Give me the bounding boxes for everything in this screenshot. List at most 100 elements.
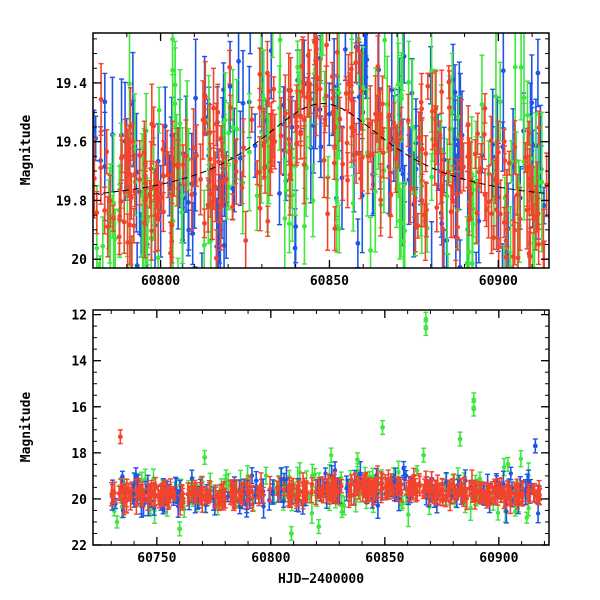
bottom-point-red <box>439 478 445 503</box>
top-point-red <box>437 137 443 205</box>
bottom-point-red <box>256 486 262 504</box>
bottom-point-blue <box>119 470 125 483</box>
top-point-red <box>227 49 233 85</box>
top-point-red <box>433 70 439 147</box>
bottom-point-green <box>309 502 315 524</box>
top-point-red <box>425 72 431 100</box>
bottom-point-red <box>193 492 199 504</box>
top-point-red <box>388 172 394 217</box>
bottom-point-red <box>189 482 195 501</box>
top-point-red <box>365 118 371 195</box>
top-point-red <box>474 182 480 244</box>
bottom-y-tick-label: 12 <box>71 309 87 324</box>
bottom-point-red <box>281 482 287 497</box>
bottom-outlier-green <box>316 518 322 535</box>
top-point-red <box>331 146 337 181</box>
top-point-red <box>298 108 304 160</box>
bottom-point-red <box>171 489 177 501</box>
top-point-red <box>286 112 292 166</box>
top-point-red <box>287 152 293 197</box>
bottom-point-red <box>505 480 511 499</box>
top-point-green <box>343 0 348 32</box>
top-point-green <box>455 95 461 139</box>
bottom-outlier-green <box>202 449 208 466</box>
top-point-red <box>271 76 277 103</box>
top-point-red <box>213 229 219 268</box>
bottom-point-red <box>403 482 409 496</box>
bottom-point-red <box>222 488 228 509</box>
top-point-red <box>461 142 467 192</box>
top-point-green <box>336 204 342 254</box>
bottom-x-tick-label: 60750 <box>137 551 176 566</box>
top-point-blue <box>473 251 479 268</box>
top-point-red <box>526 148 532 210</box>
top-point-red <box>388 127 394 173</box>
top-point-red <box>486 165 492 239</box>
top-point-red <box>493 157 499 205</box>
top-point-red <box>249 106 255 133</box>
bottom-outlier-blue <box>532 438 538 454</box>
bottom-x-tick-label: 60850 <box>365 551 404 566</box>
top-point-red <box>301 81 307 159</box>
top-point-red <box>104 129 110 175</box>
bottom-point-red <box>478 489 484 505</box>
top-point-red <box>241 118 247 178</box>
top-point-red <box>123 124 129 189</box>
top-point-red <box>445 158 451 186</box>
bottom-point-red <box>416 472 422 495</box>
bottom-point-red <box>348 484 354 506</box>
top-point-red <box>215 83 221 142</box>
top-point-red <box>216 148 222 176</box>
bottom-point-red <box>375 465 381 491</box>
bottom-x-axis-title: HJD−2400000 <box>278 572 364 587</box>
top-point-red <box>334 33 340 78</box>
top-point-red <box>340 127 346 202</box>
top-point-red <box>329 61 335 92</box>
top-point-red <box>167 221 173 268</box>
top-point-red <box>324 33 330 67</box>
top-point-red <box>379 75 385 133</box>
bottom-point-green <box>405 501 411 528</box>
top-point-green <box>175 257 181 268</box>
top-point-red <box>416 111 422 165</box>
bottom-point-red <box>485 484 491 507</box>
bottom-panel-frame <box>92 309 550 546</box>
top-point-red <box>393 124 399 194</box>
top-point-red <box>131 207 137 244</box>
top-point-blue <box>500 33 506 129</box>
top-point-red <box>223 155 229 203</box>
bottom-point-red <box>446 481 452 494</box>
top-point-green <box>521 102 527 221</box>
top-point-red <box>254 160 260 186</box>
top-point-green <box>384 55 390 153</box>
bottom-x-tick-label: 60800 <box>251 551 290 566</box>
top-point-red <box>218 188 224 251</box>
bottom-point-blue <box>270 483 276 505</box>
top-point-red <box>530 166 536 216</box>
top-point-red <box>412 186 418 218</box>
top-point-red <box>325 176 331 251</box>
bottom-point-red <box>507 491 513 506</box>
top-point-red <box>476 156 482 188</box>
top-point-green <box>539 111 545 253</box>
top-x-tick-label: 60850 <box>310 274 349 289</box>
top-point-red <box>198 143 204 216</box>
top-point-blue <box>247 33 253 55</box>
top-point-red <box>475 112 481 155</box>
bottom-point-red <box>429 478 435 502</box>
top-point-red <box>488 115 494 166</box>
bottom-point-red <box>109 481 115 507</box>
top-y-tick-label: 19.4 <box>56 77 87 92</box>
bottom-point-red <box>267 475 273 502</box>
bottom-point-red <box>141 488 147 503</box>
top-point-red <box>540 208 546 268</box>
bottom-point-red <box>274 480 280 496</box>
top-point-green <box>170 282 175 395</box>
top-point-green <box>469 116 475 233</box>
top-point-red <box>94 190 100 235</box>
top-y-tick-label: 19.8 <box>56 194 87 209</box>
bottom-outlier-green <box>421 447 427 463</box>
top-point-red <box>151 106 157 146</box>
top-point-green <box>320 33 326 56</box>
top-point-blue <box>355 218 361 268</box>
